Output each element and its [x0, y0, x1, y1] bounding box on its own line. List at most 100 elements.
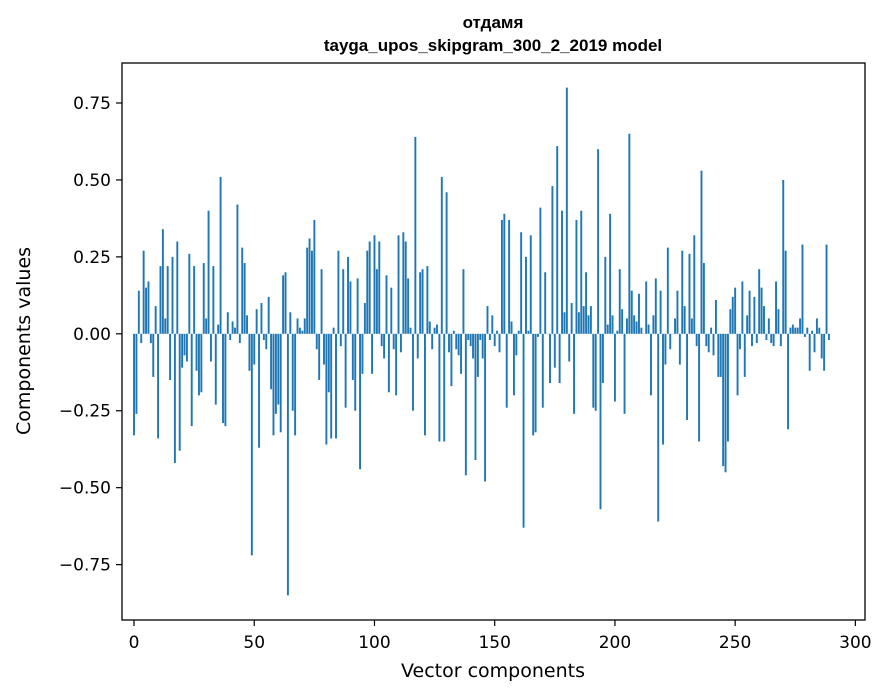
bar: [332, 327, 335, 334]
bar: [582, 306, 585, 334]
bar: [296, 318, 299, 334]
bar: [320, 269, 323, 334]
bar: [556, 146, 559, 334]
bar: [407, 278, 410, 334]
bar: [553, 333, 556, 368]
bar: [210, 333, 212, 362]
bar: [640, 327, 643, 334]
bar: [815, 318, 818, 334]
bar: [818, 327, 821, 334]
bar: [226, 312, 229, 334]
bar: [813, 333, 816, 353]
bar: [486, 306, 489, 334]
bar: [159, 266, 162, 334]
bar: [241, 247, 244, 334]
bar: [342, 269, 345, 334]
bar: [455, 333, 458, 350]
bar: [390, 287, 393, 334]
bar: [173, 333, 176, 464]
bar: [784, 250, 787, 334]
x-axis-label: Vector components: [401, 660, 585, 682]
bar: [291, 333, 294, 411]
bar: [791, 324, 794, 334]
bar: [306, 247, 309, 334]
bar: [491, 315, 494, 334]
bar: [638, 293, 640, 334]
bar: [741, 281, 744, 334]
bar: [274, 333, 277, 414]
x-tick-label: 150: [478, 633, 510, 653]
bar: [133, 333, 135, 436]
bar: [411, 333, 414, 411]
bar: [734, 287, 737, 334]
bar: [323, 333, 325, 365]
bar: [359, 333, 362, 470]
bar: [188, 253, 191, 334]
bar: [428, 321, 431, 334]
bar: [577, 312, 580, 334]
bar: [500, 219, 503, 334]
bar: [419, 272, 422, 334]
bar: [145, 287, 147, 334]
bar: [303, 318, 306, 334]
bar: [399, 333, 402, 353]
bar: [765, 333, 768, 340]
bar: [731, 296, 734, 334]
bar: [137, 290, 140, 334]
x-tick-label: 50: [243, 633, 265, 653]
bar: [298, 327, 301, 334]
bar: [748, 290, 751, 334]
bar: [676, 290, 679, 334]
bar: [736, 333, 739, 396]
bar: [558, 333, 561, 384]
bar: [575, 219, 578, 334]
bar: [392, 333, 395, 350]
bar: [383, 333, 386, 359]
y-tick-label: 0.00: [73, 325, 111, 345]
bar: [587, 315, 590, 334]
bar: [262, 333, 265, 340]
bar: [315, 333, 318, 350]
bar: [683, 306, 686, 334]
bar: [248, 333, 251, 371]
bar: [570, 303, 573, 334]
bar: [351, 333, 354, 380]
bar: [611, 315, 614, 334]
bar: [621, 309, 624, 334]
bar: [503, 213, 506, 334]
bar: [476, 333, 479, 377]
bar: [140, 333, 143, 344]
bar: [527, 330, 530, 334]
bar: [512, 333, 515, 396]
bar: [794, 327, 797, 334]
bar: [650, 333, 652, 396]
bar: [327, 333, 330, 393]
bar: [688, 253, 691, 334]
bar: [796, 327, 799, 334]
bar: [197, 333, 200, 396]
bar: [803, 333, 806, 337]
bar: [445, 192, 448, 334]
bar: [462, 269, 465, 334]
bar: [758, 269, 761, 334]
bar: [289, 312, 292, 334]
bar: [284, 272, 287, 334]
bar: [301, 330, 304, 334]
bar: [277, 333, 280, 405]
bar: [729, 309, 732, 334]
bar: [460, 333, 462, 374]
bar: [806, 327, 809, 334]
bar: [448, 333, 450, 353]
bar: [505, 333, 508, 408]
bar: [433, 327, 436, 334]
bar: [181, 333, 184, 368]
bar: [594, 333, 597, 411]
bar: [260, 303, 263, 334]
bar: [647, 324, 650, 334]
bar: [515, 333, 518, 356]
bar: [243, 263, 246, 334]
bar: [356, 278, 359, 334]
bar: [508, 219, 511, 334]
bar: [395, 333, 398, 396]
bar: [426, 266, 429, 334]
